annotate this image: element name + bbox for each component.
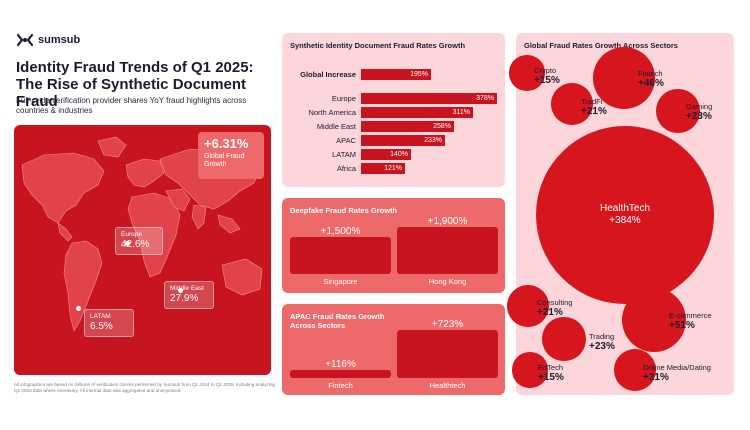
sector-bubble (512, 352, 548, 388)
sector-bubble (621, 287, 687, 353)
global-fraud-label: Global Fraud Growth (204, 153, 245, 168)
bar-category-label: Singapore (323, 277, 358, 286)
bar-category-label: Hong Kong (428, 277, 467, 286)
bar-category-label: North America (308, 108, 356, 117)
sector-label: Consulting +21% (537, 298, 572, 319)
world-map-card (14, 125, 271, 375)
sector-value: +51% (669, 320, 695, 331)
page-subtitle: Full-cycle verification provider shares … (16, 96, 247, 115)
region-label: Europe (121, 231, 142, 238)
sector-name: Fintech (638, 69, 663, 78)
sector-bubble (551, 83, 593, 125)
bar: 311% (361, 107, 473, 118)
sector-label: E-commerce +51% (669, 311, 712, 332)
page-title: Identity Fraud Trends of Q1 2025: The Ri… (16, 59, 254, 110)
region-value: 42.6% (121, 239, 150, 250)
middle-east-marker (178, 288, 183, 293)
sector-value: +23% (686, 111, 712, 122)
bar-category-label: Global Increase (300, 70, 356, 79)
bar-value-label: +1,900% (427, 216, 468, 227)
footnote: All infographics are based on millions o… (14, 382, 275, 393)
sector-value: +384% (609, 215, 641, 226)
region-europe: Europe 42.6% (115, 227, 163, 255)
apac-fraud-title: APAC Fraud Rates Growth Across Sectors (290, 312, 385, 330)
synthetic-fraud-title: Synthetic Identity Document Fraud Rates … (290, 41, 466, 50)
brand-logo: sumsub (16, 33, 80, 47)
sumsub-logo-icon (16, 33, 34, 47)
region-value: 27.9% (170, 293, 199, 304)
bar (290, 370, 391, 378)
sector-name: HealthTech (599, 203, 651, 214)
bar-category-label: Healthtech (429, 381, 466, 390)
deepfake-fraud-title: Deepfake Fraud Rates Growth (290, 206, 398, 215)
sector-label: Trading +23% (589, 332, 615, 353)
sector-name: Trading (589, 332, 615, 341)
sector-label: HealthTech +384% (585, 203, 665, 227)
bar-value-label: +116% (325, 359, 356, 370)
brand-name: sumsub (38, 34, 81, 46)
sector-name: Crypto (534, 66, 557, 75)
global-fraud-value: +6.31% (204, 136, 249, 151)
bar: 140% (361, 149, 411, 160)
bar-value-label: +1,500% (320, 226, 361, 237)
bar-value-label: +723% (431, 319, 464, 330)
sector-label: Crypto +15% (534, 66, 560, 87)
sector-label: EdTech +15% (538, 363, 564, 384)
sector-bubble (536, 126, 714, 304)
bar-category-label: APAC (336, 136, 356, 145)
sector-bubble (614, 349, 656, 391)
world-map-icon (21, 136, 263, 332)
sector-value: +15% (538, 372, 564, 383)
latam-marker (76, 306, 81, 311)
bar: 195% (361, 69, 431, 80)
bar: 233% (361, 135, 445, 146)
region-middle-east: Middle East 27.9% (164, 281, 214, 309)
sector-name: E-commerce (669, 311, 712, 320)
bar (397, 330, 498, 378)
sectors-title: Global Fraud Rates Growth Across Sectors (524, 41, 678, 50)
bar-category-label: Africa (336, 164, 356, 173)
sector-bubble (656, 89, 700, 133)
sector-name: Consulting (537, 298, 573, 307)
sector-value: +21% (581, 106, 607, 117)
bar-category-label: Fintech (328, 381, 353, 390)
sector-label: Gaming +23% (686, 102, 712, 123)
bar: 121% (361, 163, 405, 174)
bar (397, 227, 498, 274)
bar-category-label: Europe (331, 94, 356, 103)
sector-label: Online Media/Dating +21% (643, 363, 711, 384)
sector-label: TradFi +21% (581, 97, 607, 118)
sector-label: Fintech +46% (638, 69, 664, 90)
sector-name: EdTech (538, 363, 564, 372)
sector-value: +15% (534, 75, 560, 86)
global-fraud-growth-box: +6.31% Global Fraud Growth (198, 132, 264, 179)
sector-bubble (593, 47, 655, 109)
sector-name: Gaming (686, 102, 713, 111)
sector-value: +21% (537, 307, 563, 318)
sector-bubble (507, 285, 549, 327)
region-latam: LATAM 6.5% (84, 309, 134, 337)
region-label: LATAM (90, 313, 111, 320)
bar: 378% (361, 93, 497, 104)
sector-name: Online Media/Dating (643, 363, 711, 372)
sector-value: +23% (589, 341, 615, 352)
sector-bubble (542, 317, 586, 361)
bar (290, 237, 391, 274)
bar: 258% (361, 121, 454, 132)
bar-category-label: Middle East (316, 122, 356, 131)
bar-category-label: LATAM (332, 150, 356, 159)
sector-value: +21% (643, 372, 669, 383)
europe-marker (125, 241, 130, 246)
sector-value: +46% (638, 78, 664, 89)
sector-name: TradFi (581, 97, 603, 106)
sector-bubble (509, 55, 545, 91)
region-value: 6.5% (90, 321, 113, 332)
region-label: Middle East (170, 285, 204, 292)
